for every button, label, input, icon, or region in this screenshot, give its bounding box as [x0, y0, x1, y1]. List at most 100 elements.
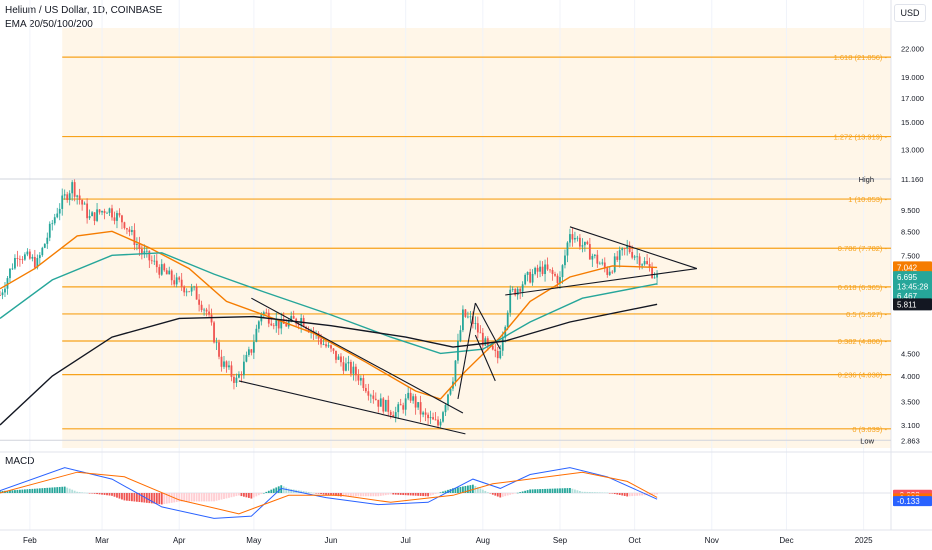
macd-histogram-bar [561, 488, 564, 493]
candle-body [581, 245, 584, 247]
macd-histogram-bar [270, 489, 273, 493]
candle-body [656, 273, 658, 278]
macd-legend[interactable]: MACD [5, 456, 35, 467]
currency-button[interactable]: USD [894, 4, 926, 22]
macd-histogram-bar [243, 493, 245, 497]
macd-histogram-bar [591, 492, 594, 493]
candle-body [48, 223, 51, 238]
candle-body [275, 319, 278, 326]
candle-body [36, 258, 39, 268]
candle-body [290, 316, 293, 322]
macd-histogram-bar [163, 493, 166, 505]
candle-body [561, 265, 564, 278]
macd-histogram-bar [541, 489, 544, 493]
candle-body [111, 208, 113, 218]
candle-body [123, 222, 126, 229]
candle-body [58, 208, 61, 214]
candle-body [469, 316, 472, 318]
x-tick-label: 2025 [855, 536, 873, 545]
candle-body [160, 264, 163, 275]
macd-series-signal [0, 471, 658, 515]
macd-histogram-bar [444, 490, 447, 493]
candle-body [394, 412, 397, 417]
macd-histogram-bar [379, 493, 382, 496]
macd-histogram-bar [257, 493, 260, 496]
macd-histogram-bar [150, 493, 153, 504]
macd-histogram-bar [526, 490, 529, 493]
macd-histogram-bar [73, 490, 76, 493]
macd-histogram-bar [315, 493, 317, 494]
candle-body [372, 395, 375, 399]
trendline [238, 380, 466, 435]
macd-histogram-bar [546, 488, 549, 493]
fib-label-0.236: 0.236 (4.030) - [838, 371, 888, 380]
candle-body [28, 251, 31, 259]
candle-body [340, 356, 342, 363]
y-tick-label: 3.100 [901, 421, 920, 430]
candle-body [78, 195, 81, 200]
macd-histogram-bar [208, 493, 210, 502]
candle-body [521, 284, 524, 292]
y-tick-label: 9.500 [901, 206, 920, 215]
candle-body [536, 267, 539, 272]
candle-body [362, 378, 365, 389]
candle-body [255, 328, 258, 342]
macd-histogram-bar [9, 490, 11, 493]
macd-histogram-bar [641, 493, 644, 496]
macd-histogram-bar [616, 493, 619, 495]
macd-histogram-bar [113, 493, 116, 497]
macd-histogram-bar [357, 493, 360, 497]
candle-body [382, 398, 385, 412]
macd-histogram-bar [340, 493, 342, 497]
macd-histogram-bar [514, 493, 517, 494]
macd-histogram-bar [352, 493, 355, 497]
macd-histogram-bar [611, 493, 614, 494]
macd-histogram-bar [23, 489, 26, 493]
macd-histogram-bar [302, 491, 305, 493]
candle-body [519, 288, 522, 292]
candle-body [116, 213, 118, 221]
macd-histogram-bar [185, 493, 188, 502]
candle-body [367, 391, 370, 396]
trendline [251, 297, 464, 414]
candle-body [135, 244, 138, 245]
macd-histogram-bar [78, 492, 81, 493]
x-tick-label: Mar [95, 536, 109, 545]
candle-body [591, 255, 594, 260]
trendline [474, 334, 496, 382]
candle-body [616, 256, 619, 260]
candle-body [618, 250, 621, 260]
macd-histogram-bar [228, 493, 230, 498]
candle-body [230, 365, 233, 377]
macd-histogram-bar [16, 489, 19, 493]
candle-body [155, 260, 158, 268]
macd-histogram-bar [372, 493, 375, 497]
candle-body [272, 325, 275, 327]
macd-histogram-bar [223, 493, 225, 499]
macd-histogram-bar [260, 493, 263, 495]
candle-body [457, 340, 459, 361]
candle-body [297, 323, 300, 326]
y-tick-label: 4.000 [901, 372, 920, 381]
macd-histogram-bar [81, 492, 84, 493]
candle-body [83, 203, 86, 205]
candle-body [541, 266, 544, 275]
last-price-badge [893, 271, 932, 303]
candle-body [213, 322, 215, 343]
macd-histogram-bar [6, 490, 9, 493]
candle-body [53, 217, 56, 224]
last-price-badge-text: 13:45:28 [897, 283, 929, 292]
macd-histogram-bar [280, 485, 283, 493]
macd-histogram-bar [606, 492, 609, 494]
candle-body [128, 229, 131, 232]
candle-body [486, 338, 489, 346]
candle-body [514, 288, 517, 296]
ema-legend[interactable]: EMA 20/50/100/200 [5, 19, 93, 30]
candle-body [96, 209, 98, 221]
y-tick-label: 22.000 [901, 45, 924, 54]
macd-histogram-bar [183, 493, 186, 502]
candle-body [608, 271, 611, 275]
macd-histogram-bar [123, 493, 126, 501]
macd-histogram-bar [459, 486, 462, 493]
